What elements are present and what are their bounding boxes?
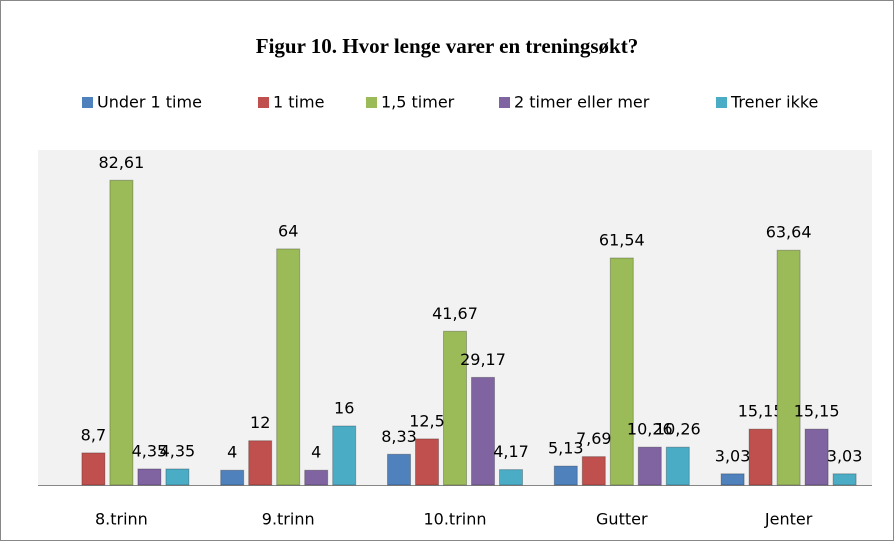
data-label: 4: [227, 443, 237, 462]
x-tick-label: Gutter: [596, 510, 648, 529]
bar: [581, 456, 606, 486]
bar: [443, 330, 467, 486]
bar: [387, 453, 411, 486]
legend-swatch: [82, 97, 93, 108]
data-label: 4,17: [493, 442, 529, 461]
legend-label: 2 timer eller mer: [514, 93, 650, 112]
data-label: 41,67: [432, 304, 478, 323]
legend-swatch: [258, 97, 269, 108]
data-label: 3,03: [827, 446, 863, 465]
bar: [332, 425, 357, 486]
data-label: 12,5: [409, 411, 445, 430]
bar: [776, 249, 801, 486]
x-tick-label: 9.trinn: [262, 510, 315, 529]
legend-label: Under 1 time: [97, 93, 202, 112]
data-label: 63,64: [766, 223, 812, 242]
data-label: 61,54: [599, 230, 645, 249]
data-label: 4,35: [132, 441, 168, 460]
data-label: 15,15: [794, 402, 840, 421]
bar: [81, 452, 106, 486]
data-label: 8,33: [381, 427, 417, 446]
bar: [637, 446, 662, 486]
data-label: 12: [250, 413, 270, 432]
bar: [109, 179, 134, 486]
bar: [499, 469, 523, 486]
bar: [415, 438, 439, 486]
data-label: 10,26: [655, 420, 701, 439]
x-tick-label: Jenter: [764, 510, 813, 529]
data-label: 4,35: [160, 441, 196, 460]
bar: [276, 248, 301, 486]
bar: [832, 473, 857, 486]
legend-label: Trener ikke: [730, 93, 818, 112]
data-label: 8,7: [81, 425, 106, 444]
bar: [137, 468, 162, 486]
legend-label: 1,5 timer: [381, 93, 455, 112]
bar: [553, 465, 578, 486]
data-label: 64: [278, 221, 298, 240]
bar: [804, 428, 829, 486]
x-tick-label: 8.trinn: [95, 510, 148, 529]
data-label: 16: [334, 398, 354, 417]
legend-swatch: [366, 97, 377, 108]
bar: [748, 428, 773, 486]
chart-title: Figur 10. Hvor lenge varer en treningsøk…: [256, 34, 638, 58]
data-label: 10,26: [627, 420, 673, 439]
data-label: 5,13: [548, 439, 584, 458]
bar: [220, 469, 245, 486]
bar: [665, 446, 690, 486]
data-label: 82,61: [98, 153, 144, 172]
data-label: 15,15: [738, 402, 784, 421]
legend-swatch: [499, 97, 510, 108]
data-label: 3,03: [715, 446, 751, 465]
bar: [609, 257, 634, 486]
bar: [471, 376, 495, 486]
bar: [720, 473, 745, 486]
bar: [248, 440, 273, 486]
data-label: 7,69: [576, 429, 612, 448]
legend-swatch: [716, 97, 727, 108]
legend-label: 1 time: [273, 93, 324, 112]
data-label: 29,17: [460, 350, 506, 369]
x-tick-label: 10.trinn: [423, 510, 486, 529]
bar: [165, 468, 190, 486]
data-label: 4: [311, 443, 321, 462]
bar: [304, 469, 329, 486]
